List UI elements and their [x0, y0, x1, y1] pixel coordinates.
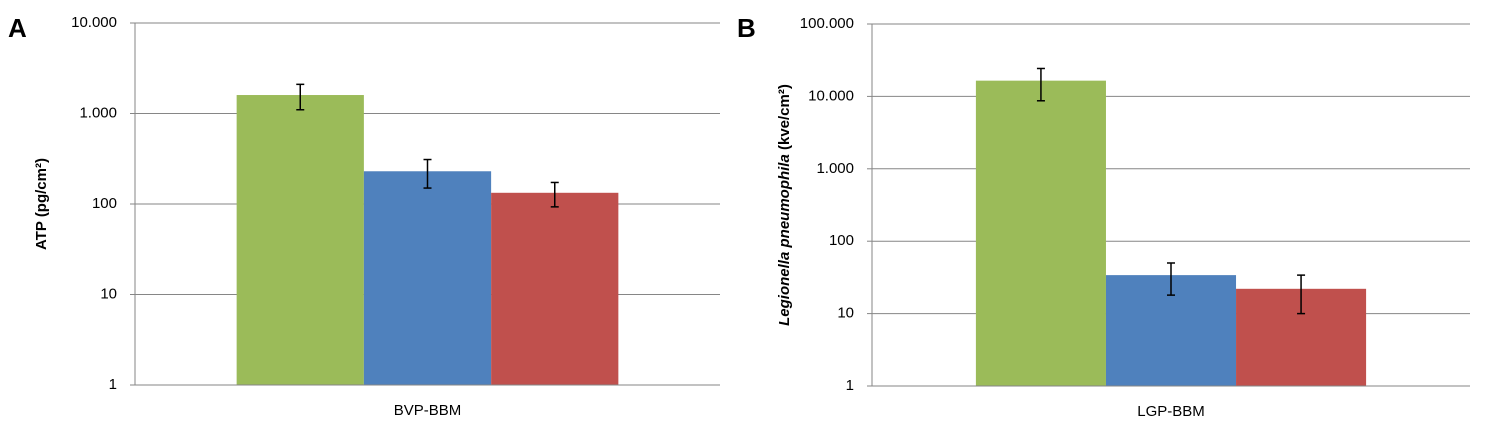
y-tick-label: 1.000 — [79, 104, 117, 121]
panel-label: A — [8, 13, 27, 43]
panel-label: B — [737, 13, 756, 43]
y-axis-label-italic: Legionella pneumophila — [776, 154, 793, 326]
bar — [491, 192, 619, 385]
y-axis-label-rest: (kve/cm²) — [776, 84, 793, 154]
y-tick-label: 1 — [109, 376, 117, 393]
y-axis-label: Legionella pneumophila (kve/cm²) — [776, 84, 793, 326]
y-tick-label: 100.000 — [800, 15, 854, 32]
bar — [363, 171, 492, 385]
error-bar — [296, 83, 305, 111]
y-tick-label: 1.000 — [816, 160, 854, 177]
bar — [236, 95, 364, 386]
y-tick-label: 10 — [100, 285, 117, 302]
error-bar — [1167, 262, 1175, 296]
y-tick-label: 10.000 — [71, 14, 117, 31]
bar — [975, 80, 1106, 386]
y-tick-label: 100 — [92, 195, 117, 212]
error-bar — [423, 158, 432, 189]
y-tick-label: 100 — [829, 232, 854, 249]
error-bar — [1036, 67, 1045, 102]
y-tick-label: 10 — [837, 305, 854, 322]
x-tick-label: BVP-BBM — [394, 402, 462, 419]
error-bar — [1297, 274, 1306, 315]
y-tick-label: 10.000 — [808, 87, 854, 104]
y-tick-label: 1 — [846, 377, 854, 394]
x-tick-label: LGP-BBM — [1137, 403, 1205, 420]
error-bar — [550, 181, 559, 208]
y-axis-label: ATP (pg/cm²) — [33, 158, 50, 250]
